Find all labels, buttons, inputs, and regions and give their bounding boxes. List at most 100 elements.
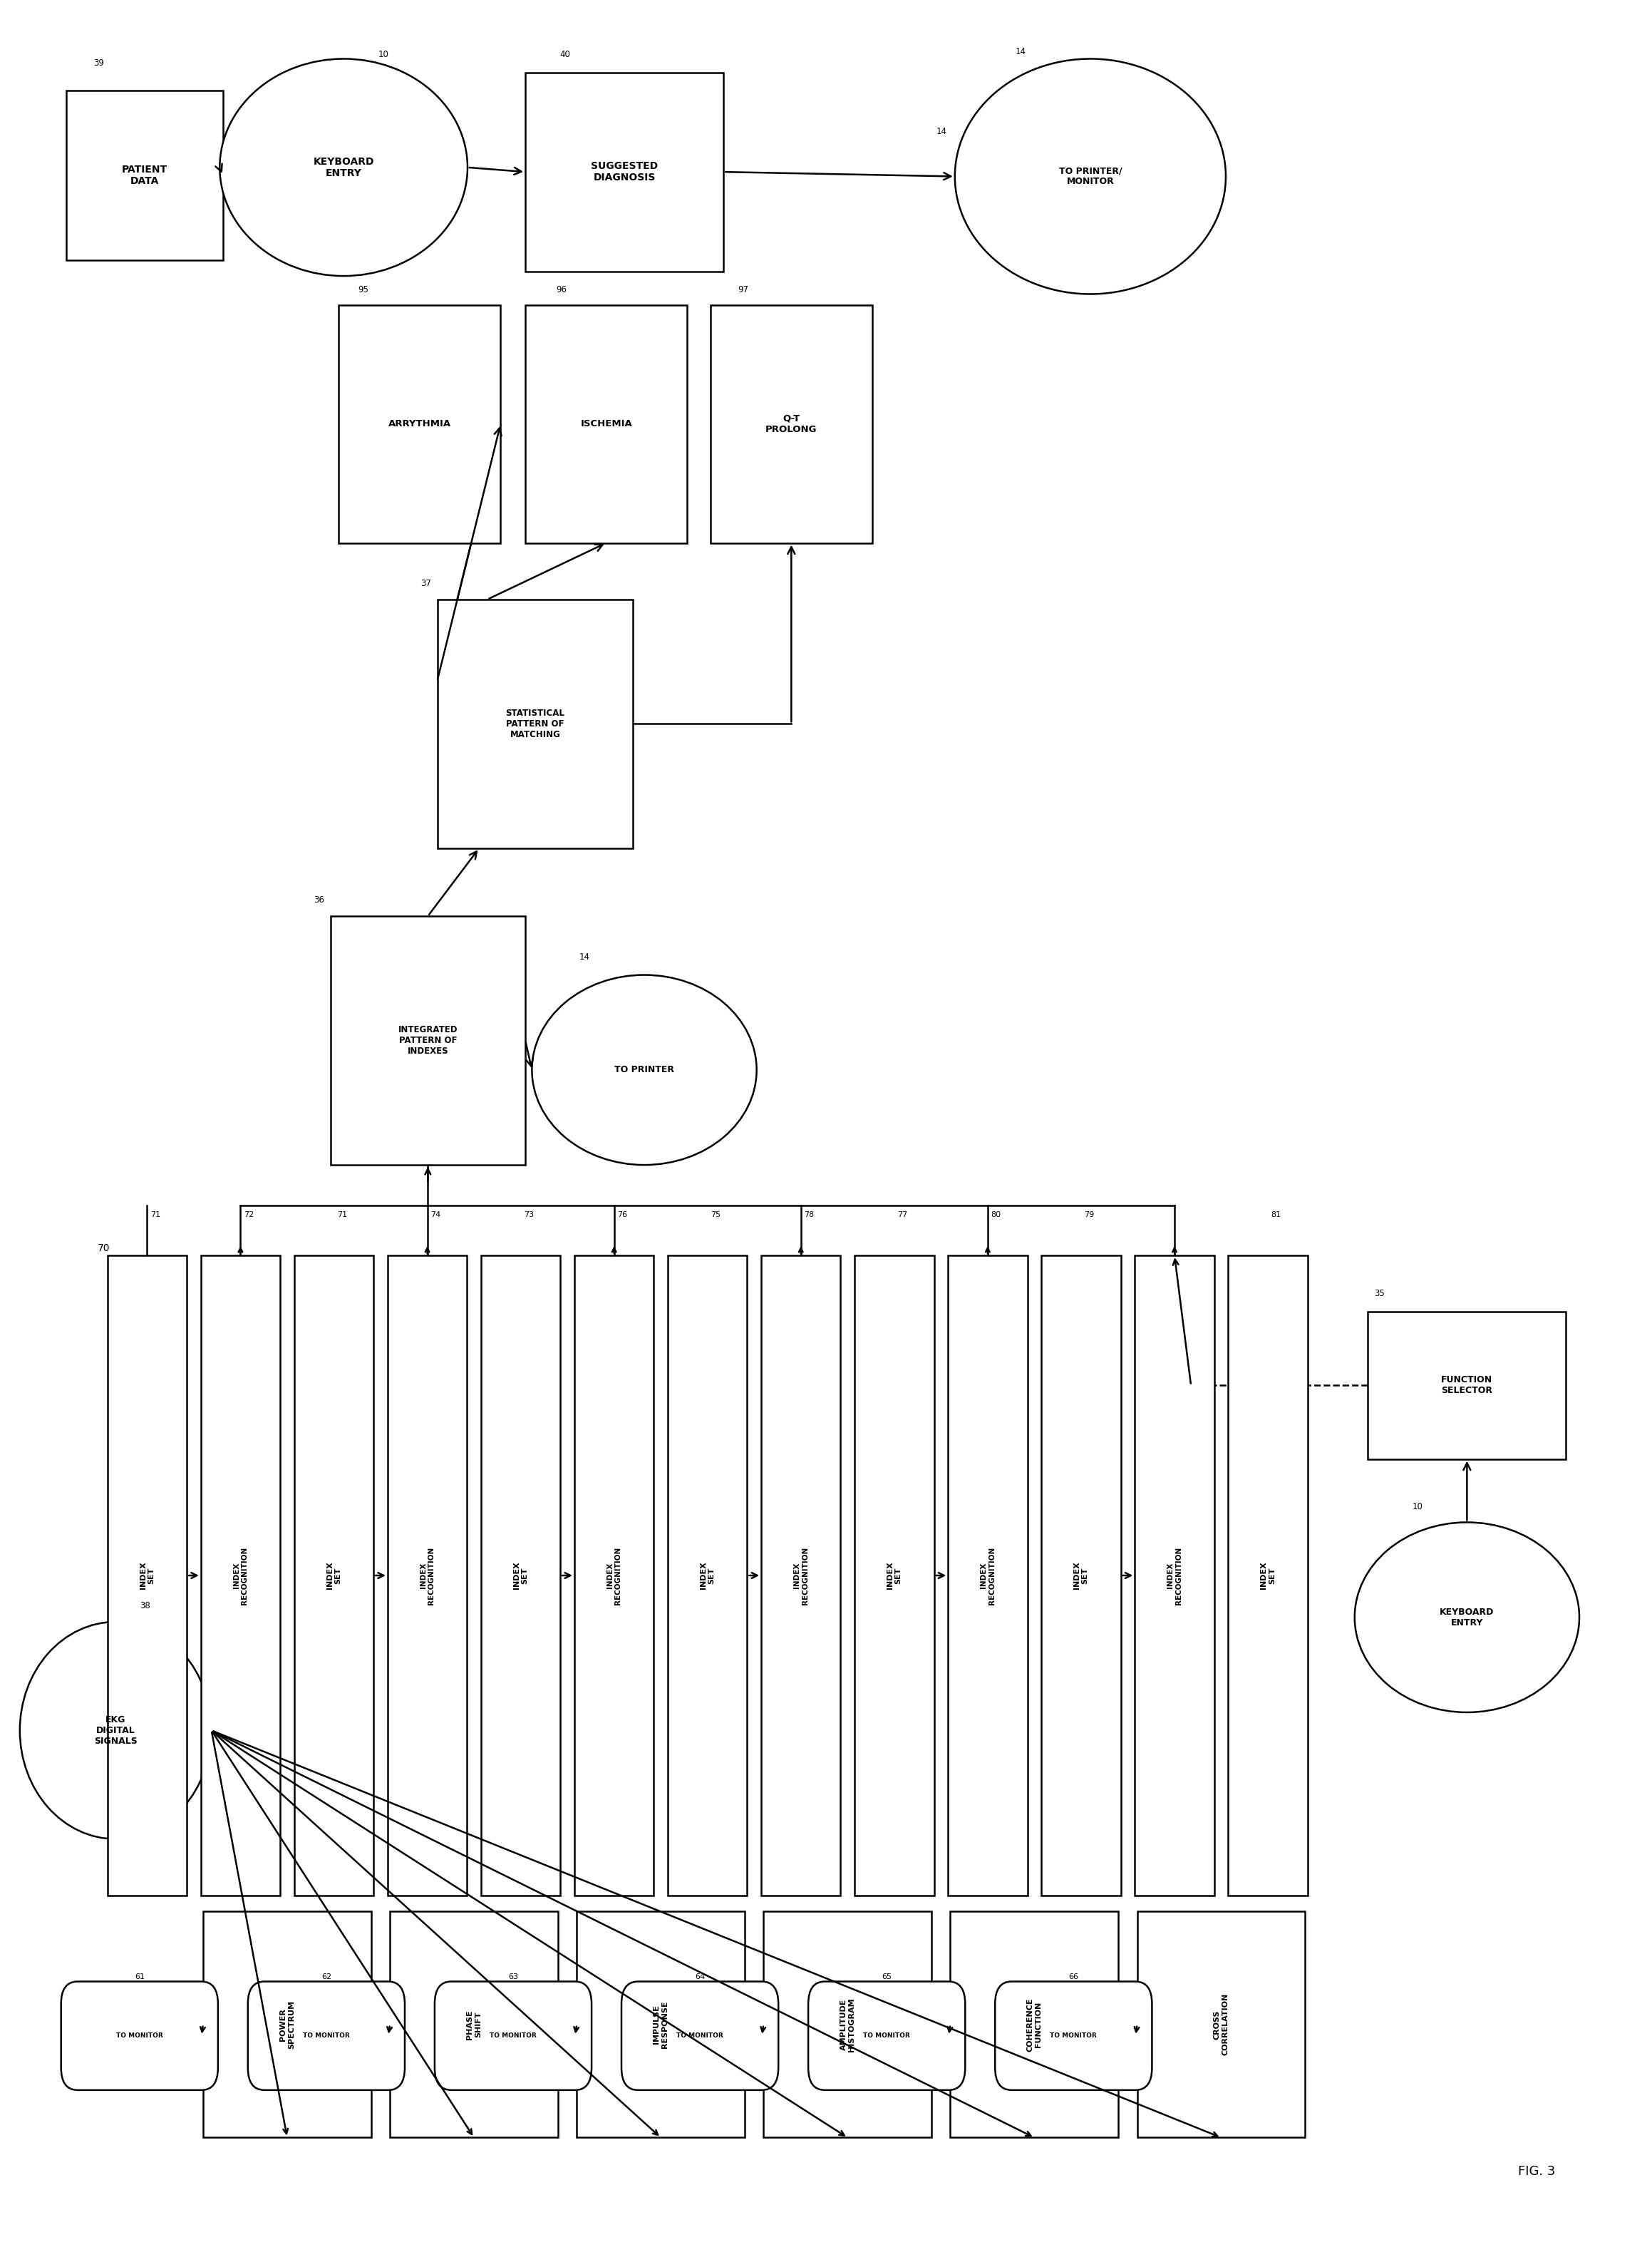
Text: Q-T
PROLONG: Q-T PROLONG	[765, 414, 818, 434]
Ellipse shape	[220, 59, 468, 276]
Text: 81: 81	[1270, 1210, 1282, 1219]
Text: INDEX
RECOGNITION: INDEX RECOGNITION	[420, 1547, 434, 1604]
Text: 36: 36	[314, 896, 324, 905]
FancyBboxPatch shape	[202, 1255, 281, 1896]
FancyBboxPatch shape	[808, 1982, 965, 2090]
FancyBboxPatch shape	[950, 1911, 1118, 2138]
Text: INDEX
RECOGNITION: INDEX RECOGNITION	[1166, 1547, 1183, 1604]
Text: INDEX
SET: INDEX SET	[1260, 1561, 1275, 1590]
Text: PATIENT
DATA: PATIENT DATA	[122, 165, 167, 185]
Text: INDEX
RECOGNITION: INDEX RECOGNITION	[793, 1547, 808, 1604]
Text: TO PRINTER: TO PRINTER	[615, 1065, 674, 1074]
FancyBboxPatch shape	[577, 1911, 745, 2138]
Ellipse shape	[532, 975, 757, 1165]
Text: 76: 76	[618, 1210, 628, 1219]
Text: 79: 79	[1084, 1210, 1094, 1219]
Text: TO MONITOR: TO MONITOR	[1051, 2034, 1097, 2038]
FancyBboxPatch shape	[621, 1982, 778, 2090]
FancyBboxPatch shape	[1041, 1255, 1120, 1896]
Text: 73: 73	[524, 1210, 534, 1219]
Text: 61: 61	[134, 1972, 144, 1982]
Text: 65: 65	[882, 1972, 892, 1982]
Text: COHERENCE
FUNCTION: COHERENCE FUNCTION	[1026, 1997, 1042, 2052]
Ellipse shape	[20, 1622, 211, 1839]
FancyBboxPatch shape	[248, 1982, 405, 2090]
FancyBboxPatch shape	[763, 1911, 932, 2138]
Text: ARRYTHMIA: ARRYTHMIA	[388, 418, 451, 430]
Text: 96: 96	[557, 285, 567, 294]
Text: INDEX
SET: INDEX SET	[887, 1561, 902, 1590]
Text: INDEX
SET: INDEX SET	[1074, 1561, 1089, 1590]
Text: 63: 63	[509, 1972, 519, 1982]
Text: STATISTICAL
PATTERN OF
MATCHING: STATISTICAL PATTERN OF MATCHING	[506, 708, 565, 740]
Text: TO MONITOR: TO MONITOR	[864, 2034, 910, 2038]
Text: 37: 37	[421, 579, 431, 588]
Text: INDEX
RECOGNITION: INDEX RECOGNITION	[606, 1547, 621, 1604]
Text: 97: 97	[738, 285, 748, 294]
FancyBboxPatch shape	[107, 1255, 187, 1896]
Text: 40: 40	[560, 50, 570, 59]
Text: 77: 77	[897, 1210, 907, 1219]
Ellipse shape	[955, 59, 1226, 294]
FancyBboxPatch shape	[948, 1255, 1028, 1896]
FancyBboxPatch shape	[438, 599, 633, 848]
Text: TO MONITOR: TO MONITOR	[489, 2034, 537, 2038]
Text: 75: 75	[710, 1210, 720, 1219]
Text: 95: 95	[358, 285, 368, 294]
FancyBboxPatch shape	[1227, 1255, 1308, 1896]
Text: CROSS
CORRELATION: CROSS CORRELATION	[1214, 1993, 1229, 2056]
FancyBboxPatch shape	[525, 72, 724, 271]
Text: 74: 74	[431, 1210, 441, 1219]
Text: 78: 78	[805, 1210, 814, 1219]
Text: 64: 64	[695, 1972, 705, 1982]
Text: TO MONITOR: TO MONITOR	[677, 2034, 724, 2038]
Text: FUNCTION
SELECTOR: FUNCTION SELECTOR	[1441, 1375, 1493, 1396]
Text: TO PRINTER/
MONITOR: TO PRINTER/ MONITOR	[1059, 167, 1122, 185]
Text: INDEX
RECOGNITION: INDEX RECOGNITION	[233, 1547, 248, 1604]
Text: AMPLITUDE
HISTOGRAM: AMPLITUDE HISTOGRAM	[839, 1997, 856, 2052]
Text: INDEX
SET: INDEX SET	[325, 1561, 342, 1590]
FancyBboxPatch shape	[388, 1255, 468, 1896]
FancyBboxPatch shape	[1135, 1255, 1214, 1896]
Text: INDEX
SET: INDEX SET	[139, 1561, 155, 1590]
Text: 71: 71	[337, 1210, 347, 1219]
Text: KEYBOARD
ENTRY: KEYBOARD ENTRY	[1441, 1608, 1493, 1626]
Text: TO MONITOR: TO MONITOR	[116, 2034, 164, 2038]
Text: 39: 39	[94, 59, 104, 68]
Text: KEYBOARD
ENTRY: KEYBOARD ENTRY	[314, 156, 373, 179]
Text: 70: 70	[97, 1244, 111, 1253]
Text: 38: 38	[140, 1601, 150, 1611]
Text: 14: 14	[937, 127, 947, 136]
Text: FIG. 3: FIG. 3	[1518, 2165, 1555, 2178]
FancyBboxPatch shape	[434, 1982, 591, 2090]
FancyBboxPatch shape	[1137, 1911, 1305, 2138]
Text: INTEGRATED
PATTERN OF
INDEXES: INTEGRATED PATTERN OF INDEXES	[398, 1025, 458, 1056]
Text: 10: 10	[1412, 1502, 1422, 1511]
FancyBboxPatch shape	[762, 1255, 841, 1896]
Text: SUGGESTED
DIAGNOSIS: SUGGESTED DIAGNOSIS	[591, 161, 657, 183]
Text: IMPULSE
RESPONSE: IMPULSE RESPONSE	[653, 2002, 669, 2047]
Text: 72: 72	[243, 1210, 254, 1219]
FancyBboxPatch shape	[710, 305, 872, 543]
Text: INDEX
RECOGNITION: INDEX RECOGNITION	[980, 1547, 996, 1604]
FancyBboxPatch shape	[61, 1982, 218, 2090]
FancyBboxPatch shape	[339, 305, 501, 543]
Text: 14: 14	[580, 952, 590, 961]
Text: 35: 35	[1374, 1289, 1384, 1298]
Ellipse shape	[1355, 1522, 1579, 1712]
FancyBboxPatch shape	[995, 1982, 1151, 2090]
Text: 66: 66	[1069, 1972, 1079, 1982]
Text: INDEX
SET: INDEX SET	[700, 1561, 715, 1590]
Text: INDEX
SET: INDEX SET	[514, 1561, 529, 1590]
FancyBboxPatch shape	[575, 1255, 654, 1896]
Text: ISCHEMIA: ISCHEMIA	[580, 418, 633, 430]
FancyBboxPatch shape	[66, 90, 223, 260]
Text: EKG
DIGITAL
SIGNALS: EKG DIGITAL SIGNALS	[94, 1715, 137, 1746]
FancyBboxPatch shape	[390, 1911, 558, 2138]
Text: 62: 62	[320, 1972, 332, 1982]
FancyBboxPatch shape	[203, 1911, 372, 2138]
Text: PHASE
SHIFT: PHASE SHIFT	[466, 2009, 482, 2040]
FancyBboxPatch shape	[481, 1255, 560, 1896]
FancyBboxPatch shape	[854, 1255, 933, 1896]
Text: 10: 10	[378, 50, 388, 59]
